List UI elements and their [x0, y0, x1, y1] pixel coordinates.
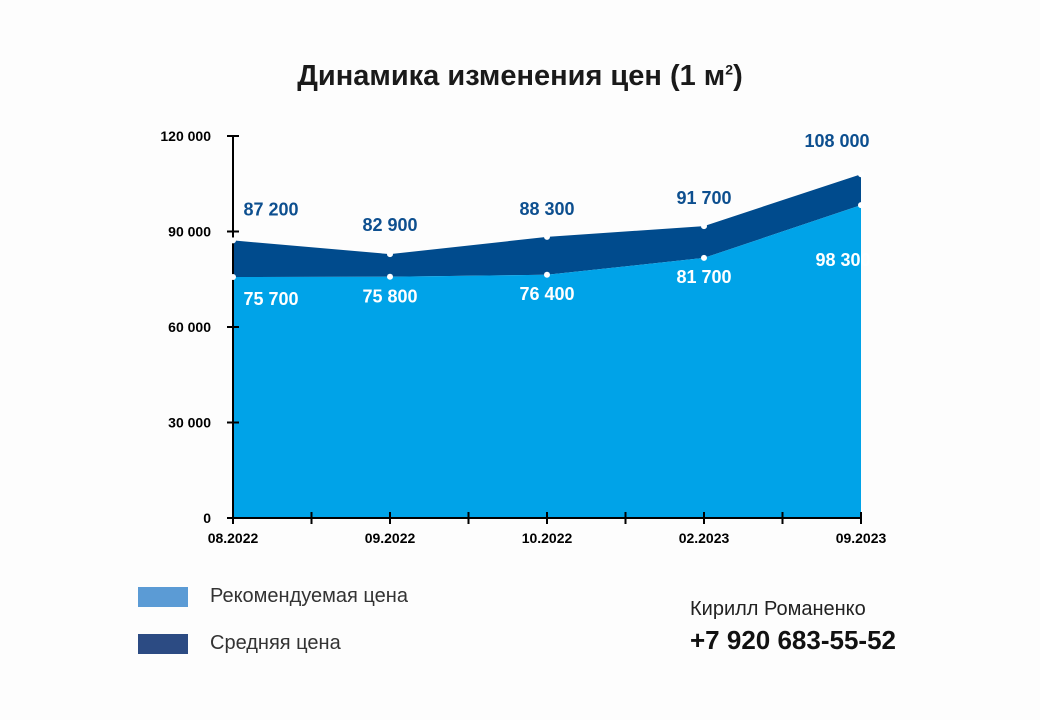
data-point-average: [701, 223, 707, 230]
data-label-recommended: 81 700: [676, 267, 731, 287]
legend-swatch-average: [138, 633, 188, 654]
data-point-average: [230, 237, 236, 244]
data-label-average: 108 000: [804, 131, 869, 151]
data-point-average: [858, 171, 864, 178]
y-tick-label: 90 000: [168, 224, 211, 240]
data-point-average: [544, 233, 550, 240]
chart-title-close: ): [733, 60, 743, 92]
chart-title-superscript: 2: [725, 61, 734, 78]
data-point-recommended: [858, 202, 864, 209]
data-label-average: 82 900: [362, 215, 417, 235]
legend-label-average: Средняя цена: [210, 632, 341, 654]
contact-name: Кирилл Романенко: [690, 598, 866, 620]
x-tick-label: 10.2022: [522, 530, 573, 546]
y-tick-label: 0: [203, 510, 211, 526]
data-label-average: 91 700: [676, 188, 731, 208]
data-label-recommended: 75 800: [362, 287, 417, 307]
legend-swatch-recommended: [138, 586, 188, 607]
x-tick-label: 09.2022: [365, 530, 416, 546]
y-tick-label: 120 000: [160, 128, 211, 144]
chart-title: Динамика изменения цен (1 м2): [0, 60, 1040, 93]
data-label-average: 87 200: [243, 199, 298, 219]
data-label-recommended: 76 400: [519, 284, 574, 304]
data-label-recommended: 98 300: [815, 250, 870, 270]
area-recommended-price: [233, 205, 861, 518]
x-tick-label: 02.2023: [679, 530, 730, 546]
legend-item-average: Средняя цена: [138, 632, 341, 655]
area-average-price: [233, 174, 861, 278]
chart-title-text: Динамика изменения цен (1 м: [297, 60, 726, 92]
data-point-recommended: [701, 254, 707, 261]
contact-phone: +7 920 683-55-52: [690, 625, 897, 655]
data-point-recommended: [230, 274, 236, 281]
data-point-average: [387, 251, 393, 258]
data-point-recommended: [387, 273, 393, 280]
legend-item-recommended: Рекомендуемая цена: [138, 585, 408, 608]
data-point-recommended: [544, 271, 550, 278]
x-tick-label: 08.2022: [208, 530, 259, 546]
legend-label-recommended: Рекомендуемая цена: [210, 585, 408, 607]
y-tick-label: 30 000: [168, 415, 211, 431]
data-label-average: 88 300: [519, 199, 574, 219]
y-tick-label: 60 000: [168, 319, 211, 335]
x-tick-label: 09.2023: [836, 530, 887, 546]
data-label-recommended: 75 700: [243, 289, 298, 309]
contact-block: Кирилл Романенко +7 920 683-55-52: [690, 598, 896, 656]
